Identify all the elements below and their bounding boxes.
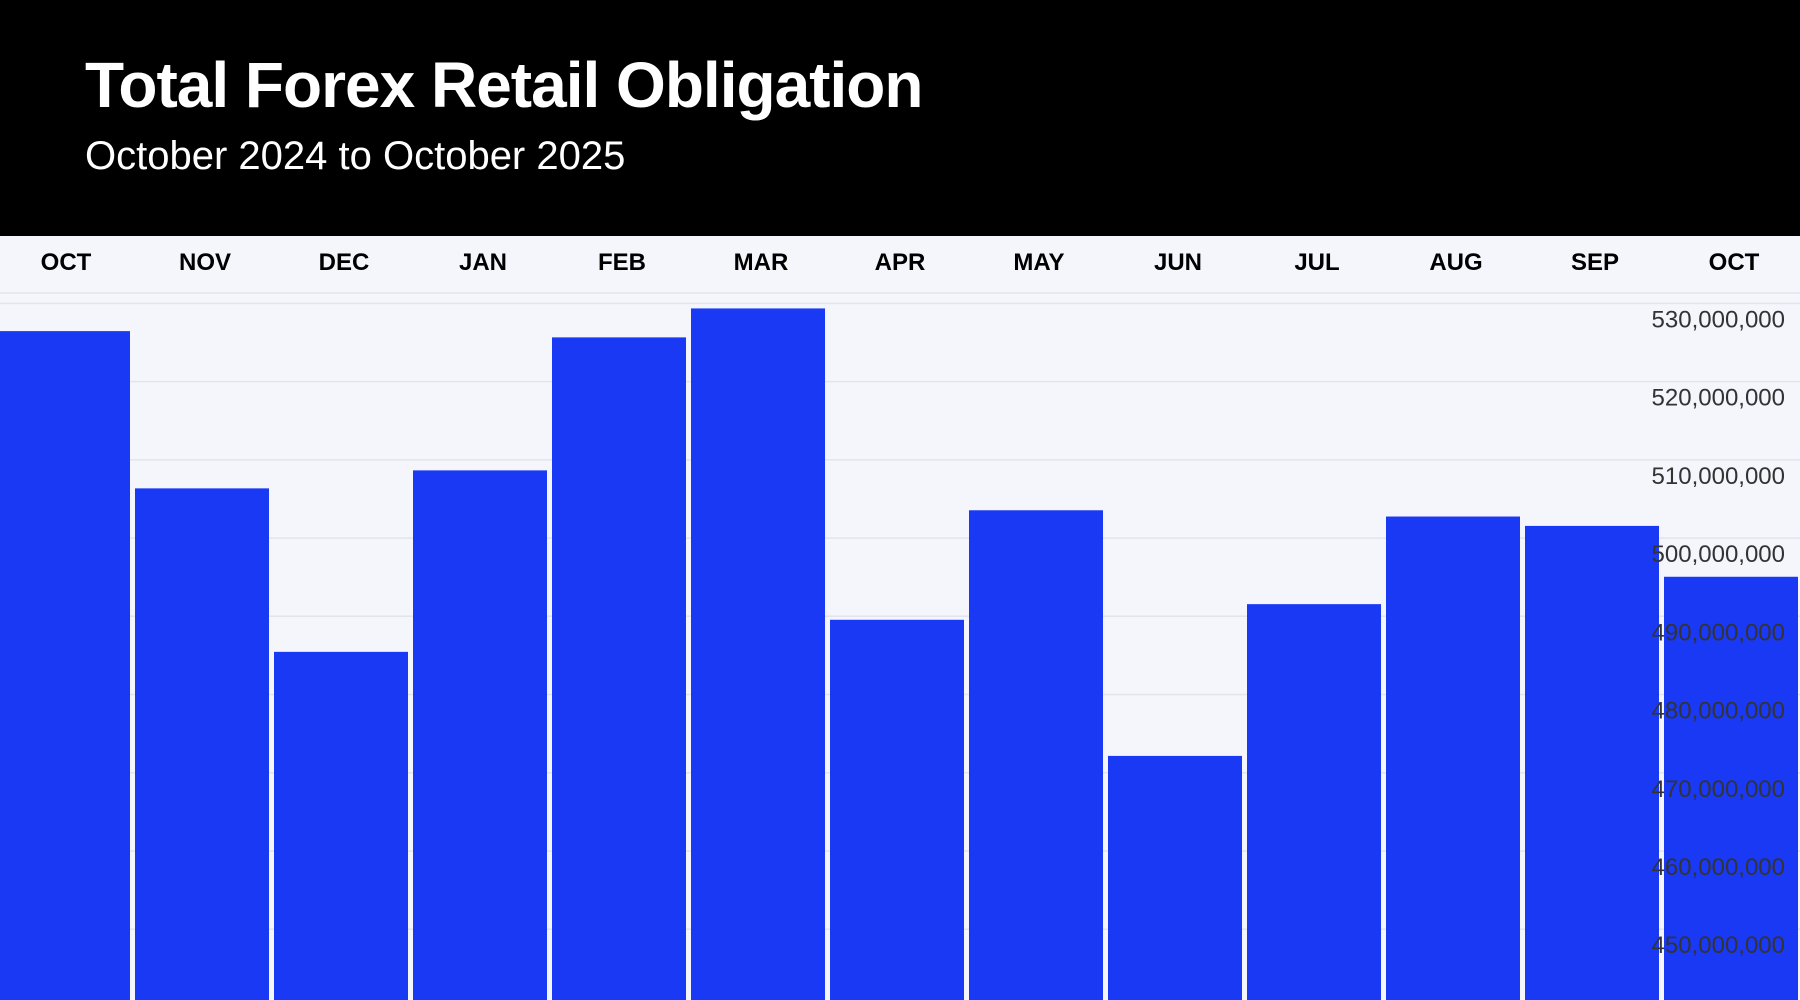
bar-may-7 xyxy=(969,510,1103,1000)
bar-jun-8 xyxy=(1108,755,1242,1000)
chart-title: Total Forex Retail Obligation xyxy=(85,49,923,121)
y-axis-labels: 450,000,000 460,000,000 470,000,000 480,000… xyxy=(1652,306,1785,959)
x-tick-label: OCT xyxy=(41,249,92,276)
x-tick-label: JUN xyxy=(1154,249,1202,276)
y-tick-label: 500,000,000 xyxy=(1652,541,1785,568)
x-tick-label: FEB xyxy=(598,249,646,276)
x-tick-label: NOV xyxy=(179,249,231,276)
bar-sep-11 xyxy=(1525,525,1659,1000)
y-tick-label: 470,000,000 xyxy=(1652,776,1785,803)
y-tick-label: 480,000,000 xyxy=(1652,698,1785,725)
x-tick-label: MAR xyxy=(734,249,789,276)
bar-mar-5 xyxy=(691,308,825,1000)
plot-area: OCT NOV DEC JAN FEB MAR APR MAY JUN JUL AUG SEP OCT … xyxy=(0,236,1800,1000)
bar-jan-3 xyxy=(413,470,547,1000)
x-tick-label: JUL xyxy=(1294,249,1339,276)
y-tick-label: 460,000,000 xyxy=(1652,854,1785,881)
bar-nov-1 xyxy=(135,488,269,1000)
x-tick-label: APR xyxy=(875,249,926,276)
chart-subtitle: October 2024 to October 2025 xyxy=(85,134,626,178)
y-tick-label: 530,000,000 xyxy=(1652,306,1785,333)
y-tick-label: 490,000,000 xyxy=(1652,619,1785,646)
x-tick-label: AUG xyxy=(1429,249,1482,276)
bar-oct-0 xyxy=(0,331,130,1000)
bar-dec-2 xyxy=(274,651,408,1000)
bar-apr-6 xyxy=(830,619,964,1000)
y-tick-label: 510,000,000 xyxy=(1652,463,1785,490)
x-axis-labels: OCT NOV DEC JAN FEB MAR APR MAY JUN JUL AUG SEP OCT xyxy=(41,249,1760,276)
x-tick-label: MAY xyxy=(1013,249,1064,276)
bar-chart: OCT NOV DEC JAN FEB MAR APR MAY JUN JUL AUG SEP OCT … xyxy=(0,249,1800,1000)
y-tick-label: 450,000,000 xyxy=(1652,932,1785,959)
y-tick-label: 520,000,000 xyxy=(1652,385,1785,412)
bars xyxy=(0,308,1798,1000)
bar-oct-12 xyxy=(1664,576,1798,1000)
bar-feb-4 xyxy=(552,337,686,1000)
chart-header: Total Forex Retail Obligation October 20… xyxy=(0,0,1800,236)
x-tick-label: SEP xyxy=(1571,249,1619,276)
x-tick-label: JAN xyxy=(459,249,507,276)
bar-aug-10 xyxy=(1386,516,1520,1000)
bar-jul-9 xyxy=(1247,604,1381,1000)
x-tick-label: OCT xyxy=(1709,249,1760,276)
x-tick-label: DEC xyxy=(319,249,370,276)
